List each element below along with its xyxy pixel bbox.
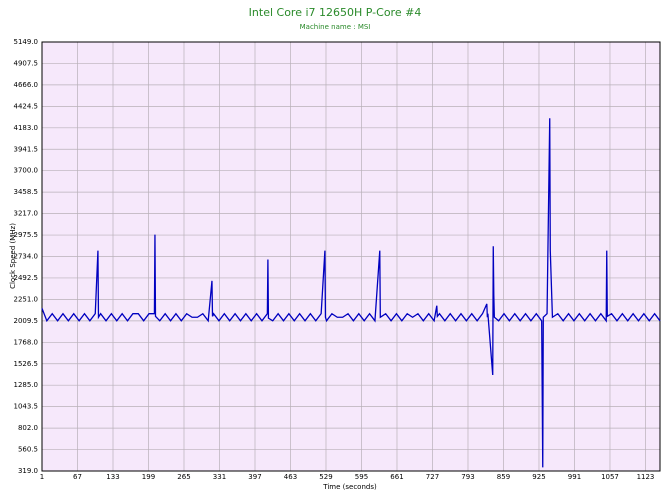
x-tick-label: 793 — [461, 473, 474, 481]
chart-title: Intel Core i7 12650H P-Core #4 — [249, 6, 422, 19]
x-tick-label: 67 — [73, 473, 82, 481]
x-tick-label: 199 — [142, 473, 155, 481]
x-tick-label: 859 — [497, 473, 510, 481]
y-tick-label: 4907.5 — [14, 59, 39, 67]
y-tick-label: 1768.0 — [14, 338, 39, 346]
y-tick-label: 2251.0 — [14, 295, 39, 303]
y-tick-label: 4424.5 — [14, 102, 39, 110]
y-tick-label: 1526.5 — [14, 360, 39, 368]
x-tick-label: 661 — [390, 473, 403, 481]
y-tick-label: 319.0 — [18, 467, 38, 475]
y-tick-label: 3700.0 — [14, 167, 39, 175]
y-tick-label: 3217.0 — [14, 210, 39, 218]
y-tick-label: 1285.0 — [14, 381, 39, 389]
chart-subtitle: Machine name : MSI — [300, 23, 371, 31]
y-axis-label: Clock Speed (MHz) — [9, 223, 17, 289]
y-tick-label: 3458.5 — [14, 188, 39, 196]
y-tick-label: 3941.5 — [14, 145, 39, 153]
x-tick-label: 265 — [177, 473, 190, 481]
data-line — [41, 118, 661, 468]
x-tick-label: 1123 — [637, 473, 655, 481]
x-axis-label: Time (seconds) — [322, 483, 377, 491]
y-tick-label: 2492.5 — [14, 274, 39, 282]
x-tick-label: 991 — [568, 473, 581, 481]
x-tick-label: 397 — [248, 473, 261, 481]
y-tick-label: 4666.0 — [14, 81, 39, 89]
y-tick-label: 2734.0 — [14, 253, 39, 261]
x-tick-label: 331 — [213, 473, 226, 481]
y-tick-label: 2009.5 — [14, 317, 39, 325]
x-tick-label: 463 — [284, 473, 297, 481]
x-tick-label: 727 — [426, 473, 439, 481]
x-tick-label: 595 — [355, 473, 368, 481]
x-tick-label: 133 — [106, 473, 119, 481]
x-tick-label: 529 — [319, 473, 332, 481]
x-tick-label: 1 — [40, 473, 44, 481]
y-tick-label: 802.0 — [18, 424, 38, 432]
y-tick-label: 560.5 — [18, 446, 38, 454]
plot-border — [41, 41, 661, 472]
y-tick-label: 4183.0 — [14, 124, 39, 132]
y-tick-label: 5149.0 — [14, 38, 39, 46]
y-tick-label: 1043.5 — [14, 403, 39, 411]
x-tick-label: 925 — [532, 473, 545, 481]
x-tick-label: 1057 — [601, 473, 619, 481]
y-tick-label: 2975.5 — [14, 231, 39, 239]
